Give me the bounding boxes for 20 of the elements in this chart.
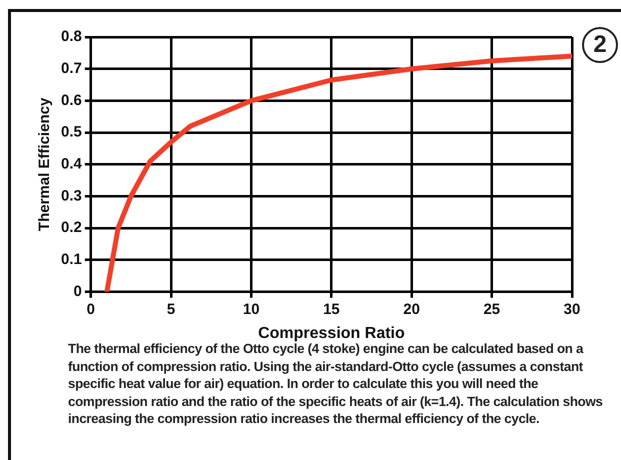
x-tick-label: 0 [86,300,96,318]
x-axis-title: Compression Ratio [258,324,405,342]
y-axis-title: Thermal Efficiency [36,97,54,232]
x-tick-label: 15 [323,300,340,318]
y-tick-label: 0.3 [60,187,82,204]
x-tick-label: 20 [403,300,420,318]
y-tick-label: 0.4 [60,156,82,173]
y-tick-label: 0.5 [60,124,82,141]
x-tick-label: 5 [166,300,176,318]
x-tick-label: 10 [242,300,260,318]
text: The thermal efficiency of the Otto cycle (4 stoke) engine can be calculated based on a function of compression ratio. Using the air-standard-Otto cycle (assumes a constant specific heat value for air) equation. In order to calculate this you will need the compression ratio and the ratio of the specific heats of air (k=1.4). The calculation shows increasing the compression ratio increases the thermal efficiency of the cycle. [68,341,604,428]
x-tick-label: 25 [483,300,500,318]
y-tick-label: 0.6 [60,92,82,109]
x-tick-label: 30 [564,300,580,318]
y-tick-label: 0.8 [60,28,82,46]
y-tick-label: 0.2 [60,219,82,236]
y-tick-label: 0.1 [60,251,82,268]
y-tick-label: 0 [74,282,82,300]
y-tick-label: 0.7 [60,60,82,77]
text: 2 [582,27,618,63]
